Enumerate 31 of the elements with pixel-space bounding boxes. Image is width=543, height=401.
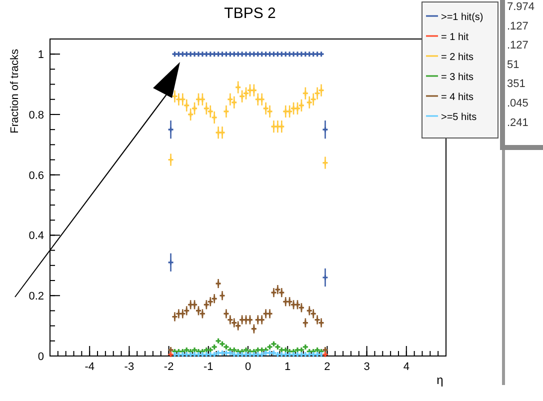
text: 351 xyxy=(507,78,526,90)
y-tick-label: 0.2 xyxy=(28,290,44,303)
y-tick-label: 0.8 xyxy=(28,109,44,122)
x-tick-label: 4 xyxy=(403,361,410,373)
x-tick-label: -3 xyxy=(124,361,134,373)
legend-label: >=5 hits xyxy=(441,112,477,123)
x-tick-label: 2 xyxy=(324,361,330,373)
chart-title: TBPS 2 xyxy=(224,5,276,22)
y-tick-label: 1 xyxy=(38,49,44,62)
x-tick-label: -4 xyxy=(84,361,94,373)
y-tick-label: 0.6 xyxy=(28,170,44,182)
x-tick-label: 1 xyxy=(284,361,291,373)
legend-label: = 3 hits xyxy=(441,72,474,83)
text: 7.974 xyxy=(507,1,535,13)
legend-label: = 1 hit xyxy=(441,32,469,43)
x-axis-title: η xyxy=(436,373,444,387)
legend-label: = 2 hits xyxy=(441,52,474,63)
y-tick-label: 0 xyxy=(38,351,44,363)
legend-label: >=1 hit(s) xyxy=(441,12,484,23)
x-tick-label: 0 xyxy=(244,361,252,373)
x-tick-label: 3 xyxy=(364,361,370,373)
text: .045 xyxy=(507,98,528,110)
text: .127 xyxy=(507,40,528,52)
text: 51 xyxy=(507,58,520,71)
x-tick-label: -2 xyxy=(164,361,174,373)
y-axis-title: Fraction of tracks xyxy=(9,48,21,134)
x-tick-label: -1 xyxy=(204,361,214,373)
y-tick-label: 0.4 xyxy=(28,230,44,242)
text: .127 xyxy=(507,20,528,32)
text: .241 xyxy=(507,116,528,129)
legend-label: = 4 hits xyxy=(441,92,474,103)
